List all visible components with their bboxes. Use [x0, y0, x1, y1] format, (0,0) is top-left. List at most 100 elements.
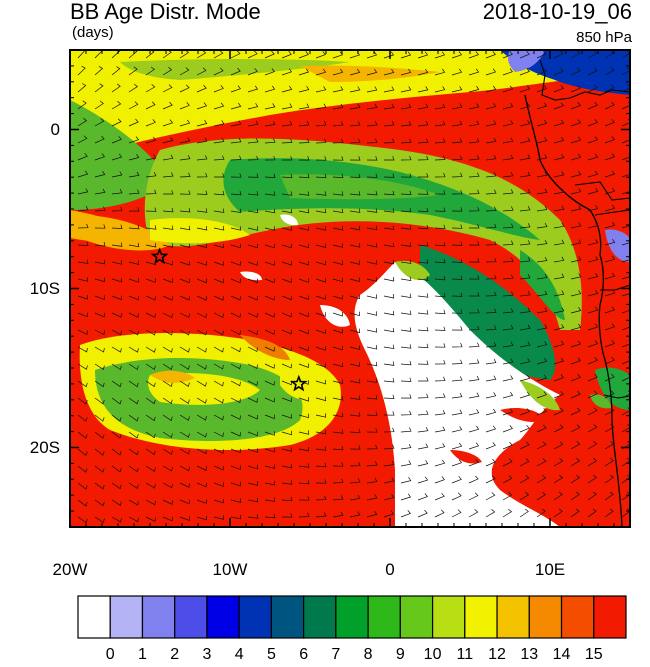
wind-barb — [366, 191, 378, 196]
wind-barb — [621, 474, 630, 484]
wind-barb — [315, 512, 327, 518]
wind-barb — [383, 208, 395, 213]
wind-barb — [162, 260, 173, 266]
wind-barb — [247, 68, 258, 76]
wind-barb — [315, 379, 326, 385]
wind-barb — [604, 170, 616, 178]
wind-barb — [366, 461, 378, 467]
wind-barb — [162, 363, 173, 370]
wind-barb — [434, 426, 446, 433]
wind-barb — [213, 482, 224, 487]
wind-barb — [213, 380, 224, 387]
wind-barb — [230, 380, 241, 387]
wind-barb — [213, 226, 225, 231]
wind-barb — [451, 241, 463, 246]
wind-barb — [451, 172, 463, 178]
wind-barb — [366, 510, 378, 518]
wind-barb — [179, 482, 190, 488]
wind-barb — [502, 375, 514, 382]
wind-barb — [315, 479, 327, 484]
wind-barb — [604, 221, 616, 229]
wind-barb — [298, 312, 309, 318]
wind-barb — [247, 414, 258, 420]
wind-barb — [400, 173, 412, 178]
wind-barb — [502, 391, 514, 399]
wind-barb — [282, 156, 293, 161]
wind-barb — [179, 225, 191, 231]
wind-barb — [247, 514, 259, 519]
wind-barb — [536, 391, 547, 399]
wind-barb — [94, 431, 105, 439]
wind-barb — [264, 208, 276, 214]
wind-barb — [451, 442, 463, 450]
wind-barb — [349, 173, 361, 178]
wind-barb — [604, 424, 615, 433]
wind-barb — [468, 51, 479, 59]
wind-barb — [400, 121, 412, 127]
wind-barb — [111, 431, 122, 439]
wind-barb — [264, 295, 275, 301]
wind-barb — [502, 291, 514, 297]
wind-barb — [553, 441, 564, 450]
wind-barb — [77, 170, 89, 178]
wind-barb — [349, 494, 361, 501]
wind-barb — [315, 68, 327, 76]
wind-barb — [94, 380, 105, 388]
wind-barb — [485, 155, 497, 161]
wind-barb — [298, 346, 309, 352]
wind-barb — [366, 86, 378, 93]
wind-barb — [485, 392, 497, 399]
wind-barb — [485, 103, 497, 110]
wind-barb — [349, 412, 361, 417]
wind-barb — [587, 119, 598, 127]
wind-barb — [77, 241, 89, 246]
wind-barb — [570, 84, 581, 93]
star-marker-ascension — [150, 247, 169, 265]
wind-barb — [485, 492, 496, 501]
wind-barb — [570, 307, 582, 314]
wind-barb — [434, 476, 445, 484]
colorbar-swatch — [399, 595, 434, 639]
wind-barb — [162, 119, 174, 127]
wind-barb — [434, 103, 446, 110]
wind-barb — [247, 397, 258, 403]
wind-barb — [128, 278, 139, 283]
wind-barb — [230, 363, 241, 370]
wind-barb — [417, 138, 429, 144]
colorbar-swatch — [109, 595, 144, 639]
wind-barb — [298, 156, 310, 161]
wind-barb — [94, 206, 106, 212]
wind-barb — [434, 326, 446, 331]
wind-barb — [383, 138, 395, 144]
wind-barb — [468, 509, 479, 518]
wind-barb — [502, 137, 514, 144]
wind-barb — [553, 67, 564, 76]
wind-barb — [145, 136, 157, 144]
wind-barb — [111, 50, 120, 59]
wind-barb — [230, 261, 241, 266]
wind-barb — [485, 325, 497, 331]
wind-barb — [349, 121, 361, 127]
colorbar-label: 14 — [552, 646, 571, 663]
wind-barb — [469, 292, 480, 297]
wind-barb — [536, 307, 548, 314]
wind-barb — [519, 358, 531, 365]
wind-barb — [519, 374, 531, 382]
wind-barb — [179, 278, 190, 284]
wind-barb — [434, 224, 446, 229]
wind-barb — [94, 346, 105, 353]
wind-barb — [349, 191, 361, 196]
wind-barb — [400, 443, 412, 450]
wind-barb — [196, 448, 207, 455]
colorbar-swatch — [335, 595, 369, 639]
wind-barb — [111, 329, 122, 336]
datetime-label: 2018-10-19_06 — [482, 0, 632, 24]
wind-barb — [179, 312, 190, 319]
wind-barb — [247, 464, 258, 470]
wind-barb — [332, 495, 344, 501]
wind-barb — [485, 475, 496, 484]
wind-barb — [162, 101, 173, 110]
wind-barb — [366, 494, 378, 501]
wind-barb — [587, 474, 597, 484]
